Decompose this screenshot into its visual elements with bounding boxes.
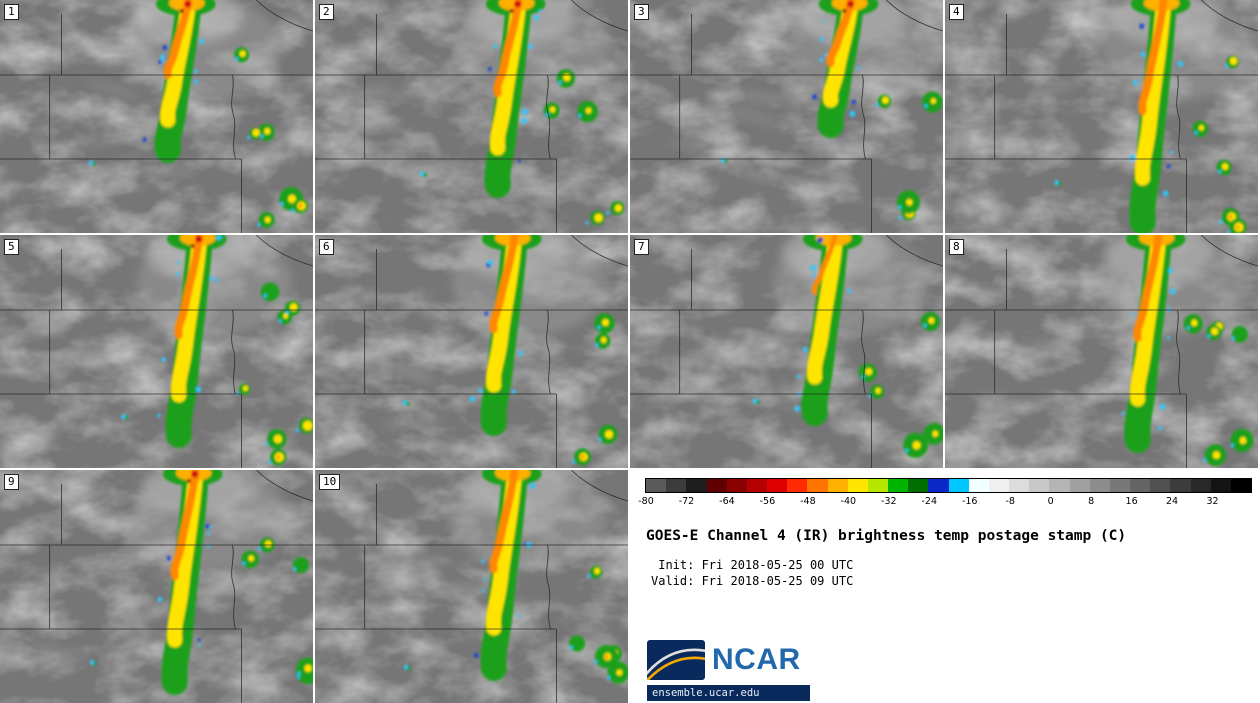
colorbar-segment — [988, 479, 1010, 492]
colorbar-segment — [1029, 479, 1050, 492]
ensemble-member-panel-1: 1 — [0, 0, 313, 233]
ncar-wordmark: NCAR — [712, 643, 801, 676]
colorbar-tick-label: -40 — [840, 496, 857, 507]
colorbar-segment — [1230, 479, 1252, 492]
colorbar-segment — [746, 479, 768, 492]
ensemble-member-panel-6: 6 — [315, 235, 628, 468]
colorbar-tick-label: 16 — [1125, 496, 1138, 507]
colorbar-tick-label: -8 — [1005, 496, 1015, 507]
colorbar-segment — [706, 479, 727, 492]
ensemble-member-panel-7: 7 — [630, 235, 943, 468]
ensemble-member-panel-4: 4 — [945, 0, 1258, 233]
colorbar-segment — [1069, 479, 1090, 492]
ensemble-member-panel-5: 5 — [0, 235, 313, 468]
temperature-colorbar — [645, 478, 1252, 493]
panel-number-label: 1 — [4, 4, 19, 20]
colorbar-segment — [1130, 479, 1151, 492]
colorbar-segment — [807, 479, 828, 492]
colorbar-segment — [1049, 479, 1070, 492]
panel-number-label: 8 — [949, 239, 964, 255]
colorbar-tick-label: 32 — [1206, 496, 1219, 507]
colorbar-tick-label: 8 — [1088, 496, 1095, 507]
ensemble-member-panel-9: 9 — [0, 470, 313, 703]
colorbar-segment — [1109, 479, 1131, 492]
panel-number-label: 9 — [4, 474, 19, 490]
colorbar-segment — [726, 479, 747, 492]
colorbar-segment — [1190, 479, 1211, 492]
colorbar-tick-labels: -80 -72 -64 -56 -48 -40 -32 -24 -16 -8 0 8 16 24 32 — [638, 496, 1253, 508]
colorbar-segment — [948, 479, 969, 492]
ensemble-member-panel-2: 2 — [315, 0, 628, 233]
panel-number-label: 7 — [634, 239, 649, 255]
colorbar-segment — [646, 479, 667, 492]
colorbar-segment — [847, 479, 868, 492]
panel-number-label: 4 — [949, 4, 964, 20]
colorbar-segment — [888, 479, 909, 492]
ensemble-member-panel-3: 3 — [630, 0, 943, 233]
colorbar-tick-label: -56 — [759, 496, 776, 507]
colorbar-segment — [1089, 479, 1110, 492]
colorbar-segment — [1009, 479, 1030, 492]
colorbar-segment — [968, 479, 989, 492]
colorbar-segment — [767, 479, 788, 492]
panel-number-label: 6 — [319, 239, 334, 255]
panel-number-label: 5 — [4, 239, 19, 255]
colorbar-segment — [1210, 479, 1231, 492]
colorbar-tick-label: -16 — [961, 496, 978, 507]
panel-number-label: 10 — [319, 474, 341, 490]
valid-time-label: Valid: Fri 2018-05-25 09 UTC — [651, 574, 854, 588]
colorbar-segment — [867, 479, 889, 492]
colorbar-segment — [787, 479, 808, 492]
ncar-logo: NCAR — [647, 640, 801, 680]
colorbar-tick-label: -80 — [638, 496, 654, 507]
colorbar-tick-label: -32 — [881, 496, 897, 507]
colorbar-tick-label: -64 — [719, 496, 735, 507]
init-time-label: Init: Fri 2018-05-25 00 UTC — [651, 558, 854, 572]
panel-number-label: 2 — [319, 4, 334, 20]
colorbar-tick-label: -24 — [921, 496, 938, 507]
ensemble-member-panel-8: 8 — [945, 235, 1258, 468]
ensemble-member-panel-10: 10 — [315, 470, 628, 703]
colorbar-segment — [928, 479, 949, 492]
colorbar-tick-label: -48 — [800, 496, 816, 507]
figure-info-area: -80 -72 -64 -56 -48 -40 -32 -24 -16 -8 0 8 16 24 32 GO… — [638, 472, 1258, 703]
colorbar-segment — [686, 479, 707, 492]
colorbar-segment — [827, 479, 848, 492]
ncar-logo-icon — [647, 640, 705, 680]
colorbar-segment — [666, 479, 687, 492]
colorbar-segment — [908, 479, 929, 492]
ensemble-site-banner: ensemble.ucar.edu — [647, 685, 810, 701]
panel-number-label: 3 — [634, 4, 649, 20]
colorbar-tick-label: -72 — [678, 496, 695, 507]
colorbar-tick-label: 0 — [1047, 496, 1054, 507]
colorbar-tick-label: 24 — [1166, 496, 1179, 507]
colorbar-segment — [1150, 479, 1171, 492]
colorbar-segment — [1170, 479, 1191, 492]
figure-title: GOES-E Channel 4 (IR) brightness temp po… — [646, 528, 1127, 544]
